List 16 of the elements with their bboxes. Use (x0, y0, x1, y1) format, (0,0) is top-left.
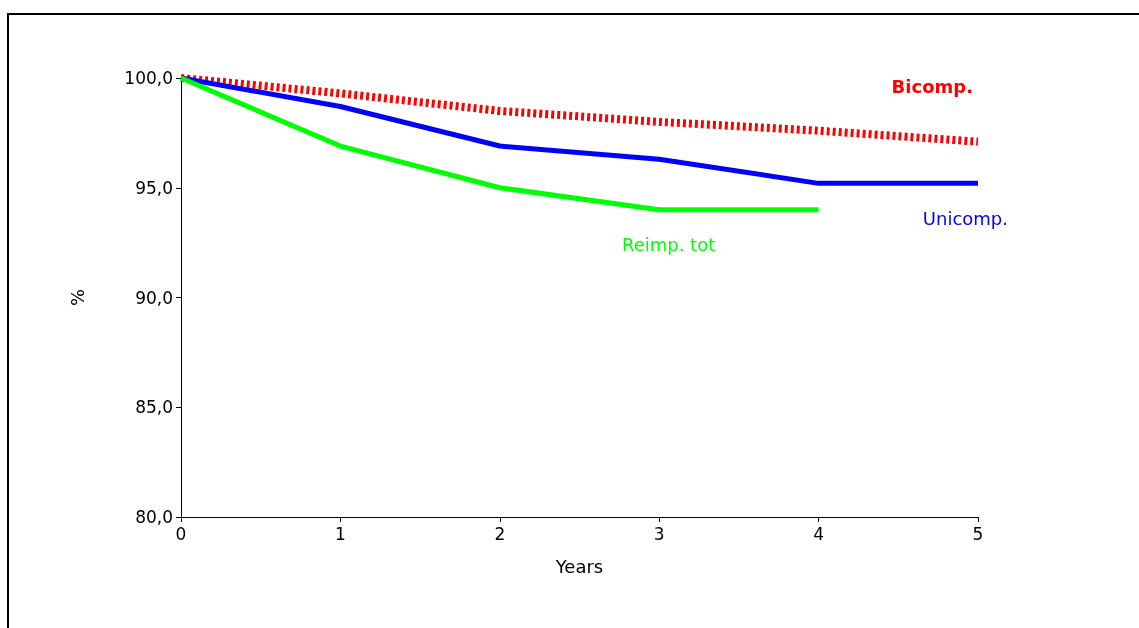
x-tick-label: 0 (175, 523, 187, 544)
x-tick-label: 2 (494, 523, 506, 544)
y-tick-label: 90,0 (135, 287, 173, 308)
x-axis-title: Years (554, 555, 604, 577)
y-axis-title: % (66, 288, 88, 307)
x-tick-label: 4 (813, 523, 825, 544)
x-tick-label: 1 (334, 523, 346, 544)
series-label: Unicomp. (922, 207, 1008, 229)
y-tick-label: 80,0 (135, 507, 173, 527)
y-tick-label: 100,0 (124, 68, 173, 88)
text: Bicomp. (891, 76, 973, 98)
x-tick-label: 5 (972, 523, 984, 544)
y-tick-label: 85,0 (135, 397, 173, 418)
y-tick-label: 95,0 (135, 177, 173, 198)
x-tick-label: 3 (653, 523, 665, 544)
series-label: Reimp. tot (621, 234, 716, 256)
